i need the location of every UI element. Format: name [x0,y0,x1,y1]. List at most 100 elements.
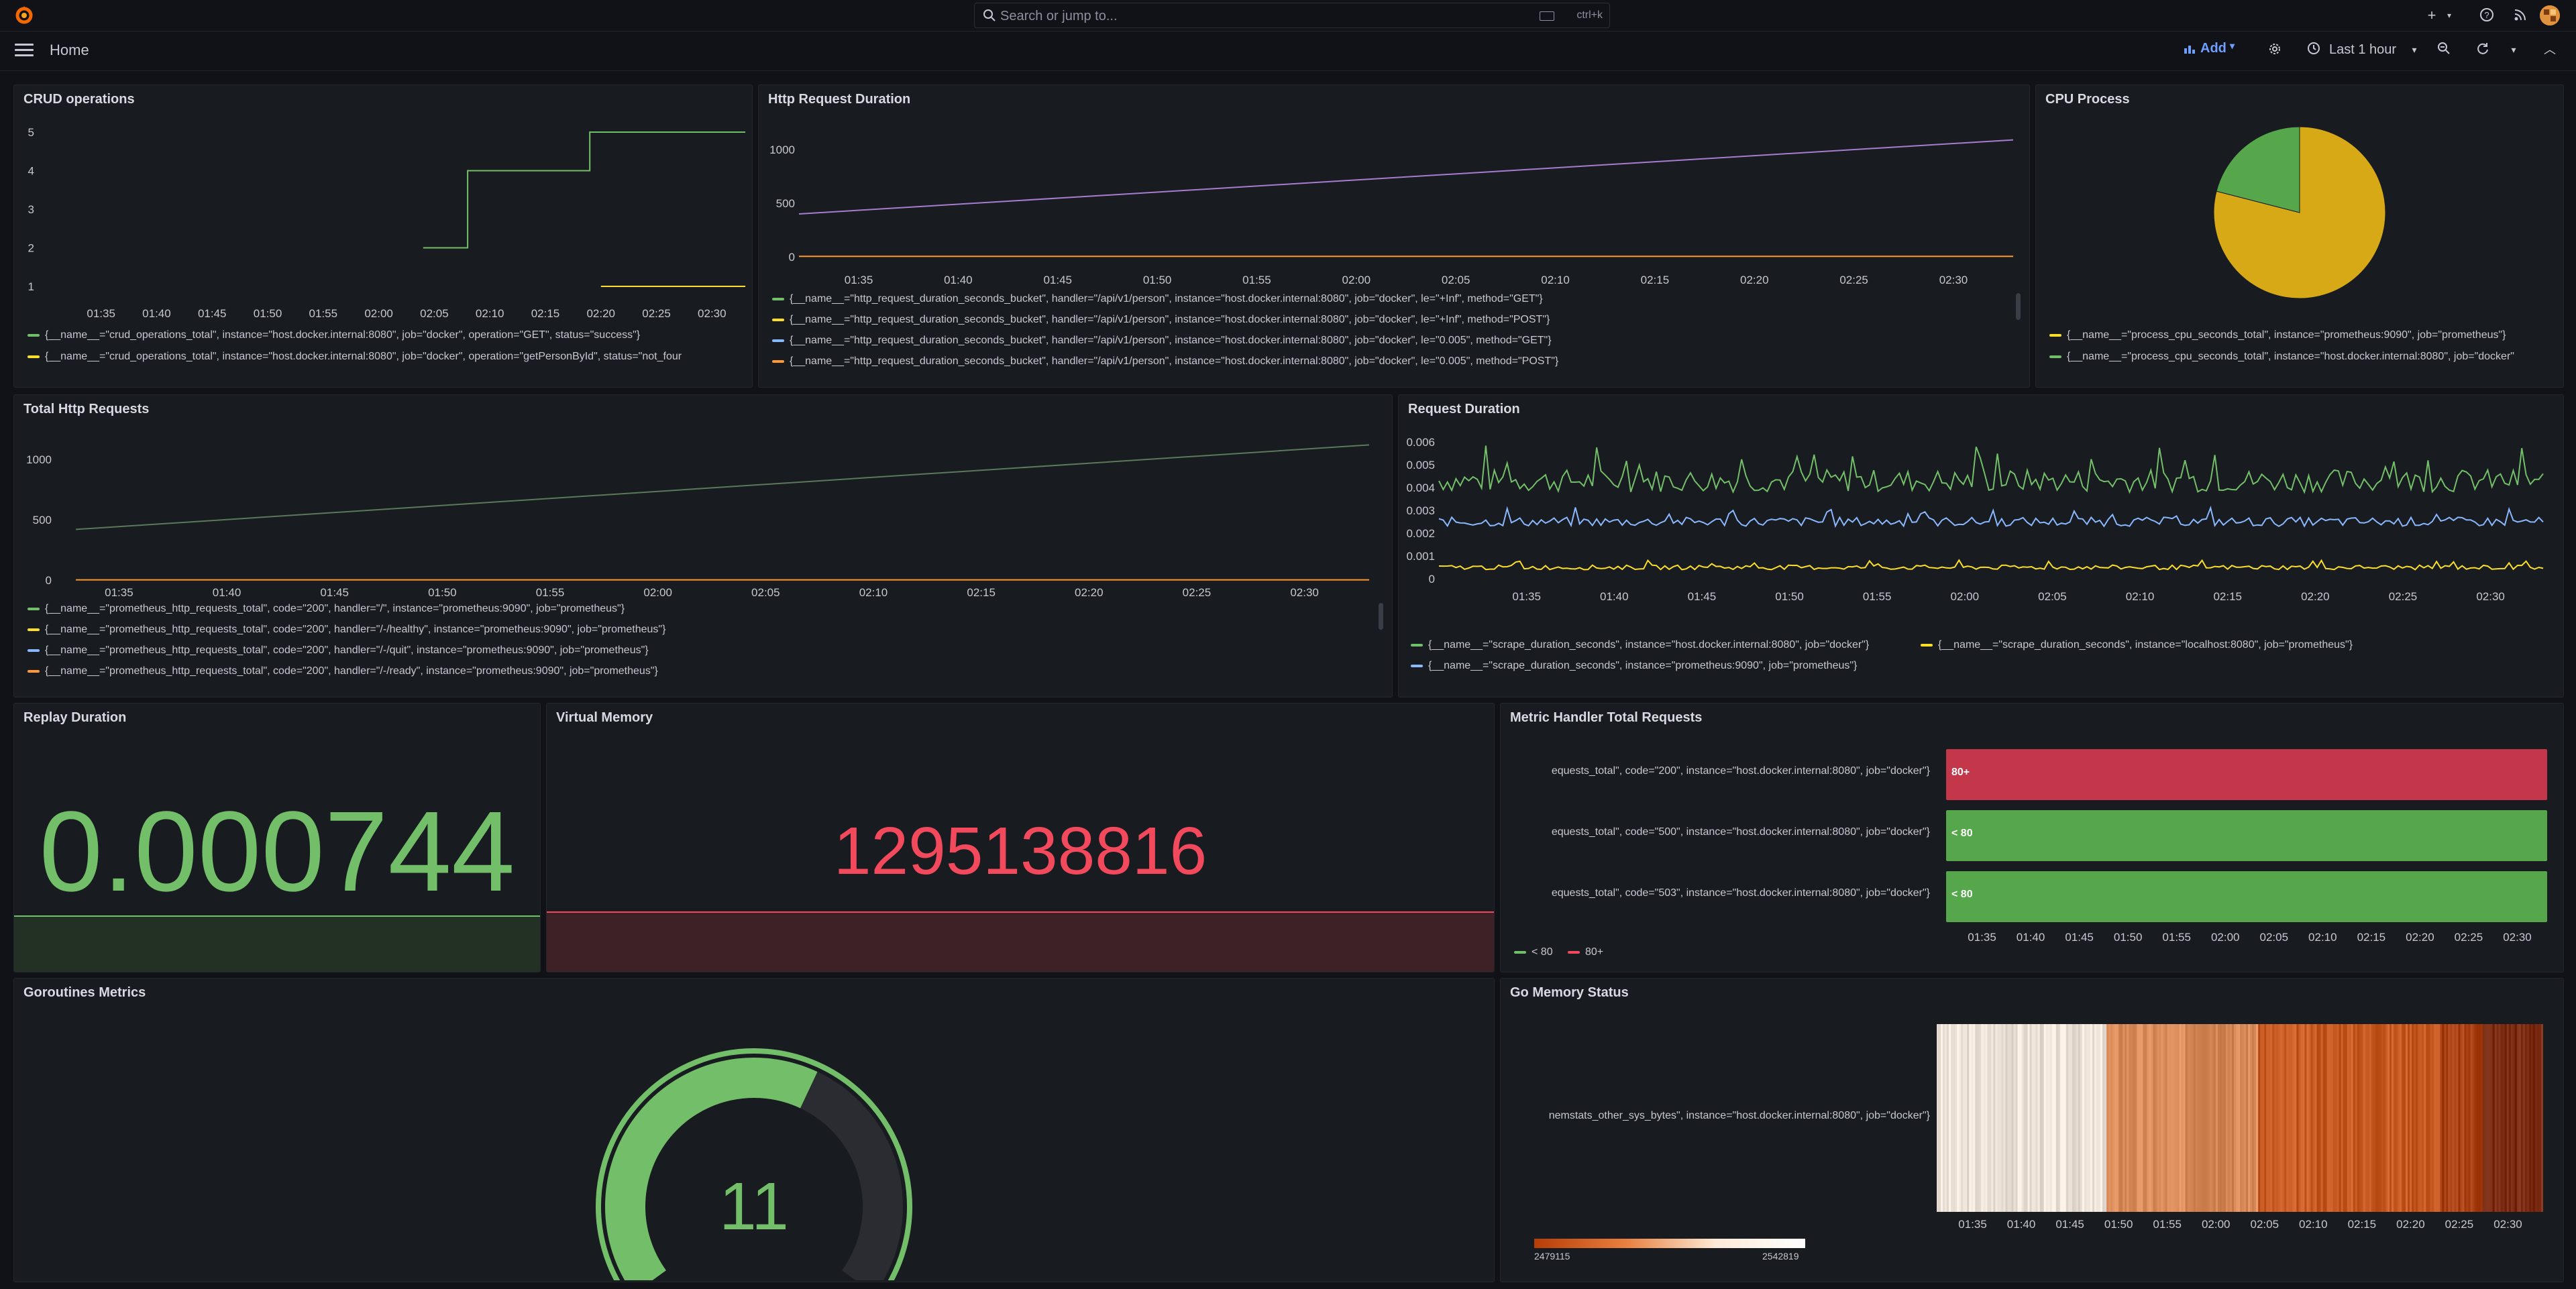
heatmap-cell [2051,1024,2055,1212]
legend-item[interactable]: {__name__="crud_operations_total", insta… [28,329,640,341]
heatmap-cell [2151,1024,2153,1212]
legend-swatch [772,359,784,363]
heatmap[interactable] [1937,1024,2543,1212]
legend-label: {__name__="http_request_duration_seconds… [790,293,1543,304]
search-input[interactable]: Search or jump to... ctrl+k [974,3,1610,28]
heatmap-cell [1937,1024,1939,1212]
panel-title[interactable]: Request Duration [1408,402,1520,416]
panel-title[interactable]: Metric Handler Total Requests [1510,710,1703,725]
chevron-down-icon[interactable]: ▾ [2511,44,2516,55]
heatmap-cell [2400,1024,2402,1212]
panel-title[interactable]: Goroutines Metrics [23,985,146,1000]
heatmap-cell [2357,1024,2360,1212]
legend-item[interactable]: {__name__="process_cpu_seconds_total", i… [2049,351,2514,363]
menu-icon[interactable] [15,44,34,57]
grafana-logo[interactable] [13,5,35,26]
heatmap-cell [2375,1024,2378,1212]
panel-title[interactable]: Go Memory Status [1510,985,1629,1000]
legend-item[interactable]: {__name__="http_request_duration_seconds… [772,355,1558,368]
avatar[interactable] [2540,5,2560,25]
heatmap-cell [2104,1024,2107,1212]
plus-icon[interactable]: + [2427,7,2436,23]
legend-item[interactable]: {__name__="http_request_duration_seconds… [772,293,1543,305]
request-duration-chart[interactable]: 0 0.001 0.002 0.003 0.004 0.005 0.006 01:35 01:4… [1399,422,2563,643]
crud-chart[interactable]: 1 2 3 4 5 01:35 01:40 01:45 01:50 01:55 02:00 02:05… [14,112,752,353]
legend-item[interactable]: {__name__="http_request_duration_seconds… [772,335,1552,347]
help-icon[interactable]: ? [2478,7,2496,24]
heatmap-cell [2474,1024,2477,1212]
series-line [423,131,745,249]
panel-title[interactable]: Http Request Duration [768,92,911,107]
chevron-down-icon[interactable]: ▾ [2447,11,2452,20]
heatmap-cell [2518,1024,2522,1212]
x-tick-label: 02:10 [1541,274,1570,286]
heatmap-cell [2201,1024,2204,1212]
legend-item[interactable]: {__name__="crud_operations_total", insta… [28,351,682,363]
x-tick-label: 02:15 [2357,931,2386,944]
panel-title[interactable]: CPU Process [2045,92,2130,107]
x-tick-label: 02:25 [2389,590,2418,603]
time-range-picker[interactable]: Last 1 hour [2329,42,2397,57]
news-icon[interactable] [2512,7,2529,24]
legend-item[interactable]: {__name__="process_cpu_seconds_total", i… [2049,329,2506,341]
legend-item[interactable]: {__name__="prometheus_http_requests_tota… [28,603,625,615]
heatmap-cell [2424,1024,2426,1212]
legend-item[interactable]: {__name__="http_request_duration_seconds… [772,314,1550,326]
http-duration-chart[interactable]: 0 500 1000 01:35 01:40 01:45 01:50 01:55 02:00 02… [759,112,2029,327]
heatmap-cell [2080,1024,2083,1212]
chevron-up-icon[interactable]: ︿ [2544,43,2556,56]
heatmap-cell [2284,1024,2287,1212]
heatmap-cell [2490,1024,2493,1212]
heatmap-cell [2526,1024,2530,1212]
panel-title[interactable]: Replay Duration [23,710,127,725]
heatmap-cell [2057,1024,2061,1212]
heatmap-cell [2055,1024,2059,1212]
y-tick-label: 1000 [769,144,795,156]
panel-title[interactable]: Virtual Memory [556,710,653,725]
total-http-chart[interactable]: 0 500 1000 01:35 01:40 01:45 01:50 01:55 02:00 02… [14,422,1392,623]
refresh-icon[interactable] [2474,41,2491,58]
legend-item[interactable]: {__name__="prometheus_http_requests_tota… [28,665,658,677]
heatmap-cell [2422,1024,2424,1212]
stat-value: 1295138816 [833,814,1208,889]
legend-item[interactable]: {__name__="scrape_duration_seconds", ins… [1411,639,1869,651]
heatmap-cell [2165,1024,2168,1212]
heatmap-cell [1975,1024,1978,1212]
heatmap-cell [2462,1024,2465,1212]
legend-item[interactable]: {__name__="prometheus_http_requests_tota… [28,644,649,657]
y-tick-label: 1000 [26,453,52,466]
legend-item[interactable]: < 80 [1514,946,1553,958]
legend-item[interactable]: 80+ [1568,946,1603,958]
chevron-down-icon[interactable]: ▾ [2412,44,2417,55]
heatmap-cell [2084,1024,2087,1212]
heatmap-cell [2442,1024,2445,1212]
legend-item[interactable]: {__name__="scrape_duration_seconds", ins… [1411,660,1857,672]
heatmap-cell [1953,1024,1955,1212]
breadcrumb[interactable]: Home [50,42,89,58]
legend-label: {__name__="prometheus_http_requests_tota… [45,624,666,635]
legend-swatch [772,297,784,300]
heatmap-cell [2106,1024,2109,1212]
cpu-pie-chart[interactable] [2036,112,2563,320]
state-bar[interactable]: 80+ [1946,749,2547,800]
state-bar[interactable]: < 80 [1946,871,2547,922]
y-tick-label: 4 [28,165,34,178]
panel-title[interactable]: Total Http Requests [23,402,150,416]
heatmap-cell [1985,1024,1988,1212]
heatmap-cell [2074,1024,2077,1212]
panel-title[interactable]: CRUD operations [23,92,135,107]
heatmap-cell [2039,1024,2043,1212]
legend-label: {__name__="process_cpu_seconds_total", i… [2067,329,2506,341]
heatmap-cell [2412,1024,2414,1212]
heatmap-cell [2013,1024,2017,1212]
state-bar[interactable]: < 80 [1946,810,2547,861]
gauge[interactable] [14,1005,1494,1280]
legend-scrollbar[interactable] [2016,293,2021,320]
legend-scrollbar[interactable] [1379,603,1383,630]
zoom-out-icon[interactable] [2435,41,2453,58]
gear-icon[interactable] [2266,41,2284,58]
legend-item[interactable]: {__name__="prometheus_http_requests_tota… [28,624,665,636]
x-tick-label: 02:05 [751,586,780,599]
legend-item[interactable]: {__name__="scrape_duration_seconds", ins… [1921,639,2353,651]
heatmap-cell [2114,1024,2117,1212]
